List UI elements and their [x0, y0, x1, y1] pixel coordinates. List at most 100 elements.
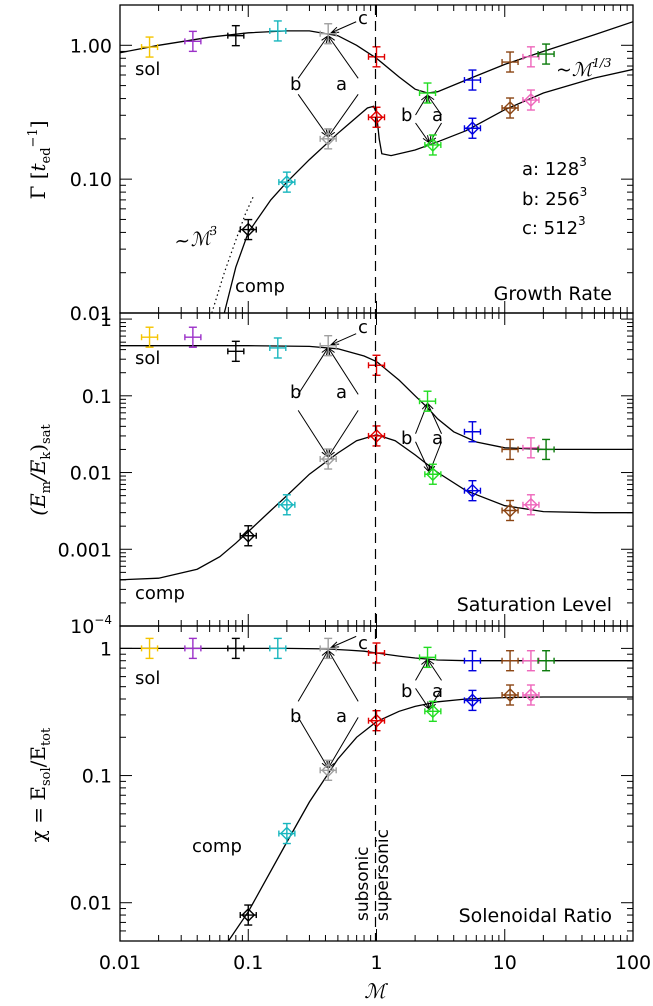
sol-point-growth-rate-6 [418, 82, 437, 104]
sol-point-growth-rate-8 [501, 51, 519, 73]
y-tick-label: 0.01 [70, 463, 112, 485]
y-axis-label-saturation: (Em/Ek)sat [26, 424, 54, 516]
scaling-label-m13: ~ℳ1/3 [556, 56, 612, 81]
comp-label-3: comp [192, 836, 242, 857]
mach-cubed-reference [211, 195, 255, 313]
y-axis-label-solenoidal: χ = Esol/Etot [26, 727, 54, 842]
y-tick-label: 0.1 [82, 386, 112, 408]
comp-point-growth-rate-6 [501, 97, 519, 119]
panel-label-saturation-level: Saturation Level [457, 594, 612, 616]
sol-point-growth-rate-1 [184, 30, 202, 53]
sol-point-saturation-9 [522, 437, 540, 459]
sol-point-solenoidal-7 [463, 650, 482, 672]
sol-point-saturation-7 [463, 421, 482, 443]
comp-point-solenoidal-7 [522, 684, 540, 706]
label-a-2: a [336, 382, 347, 403]
arrow-b-super-comp [415, 122, 431, 145]
arrow-b-sol [297, 34, 330, 79]
y-tick-label: 0.01 [70, 893, 112, 915]
y-tick-label: 0.01 [70, 303, 112, 325]
arrow-b-sol [297, 346, 329, 395]
comp-point-growth-rate-7 [522, 89, 540, 111]
comp-point-saturation-1 [278, 494, 296, 516]
comp-point-growth-rate-0 [239, 218, 257, 241]
supersonic-label: supersonic [373, 829, 393, 921]
comp-point-saturation-5 [463, 479, 482, 502]
sol-point-solenoidal-6 [418, 646, 437, 669]
panel-label-growth-rate: Growth Rate [494, 283, 612, 305]
label-a-3: a [336, 706, 347, 727]
label-c-3: c [358, 633, 368, 654]
y-tick-label: 1 [100, 638, 112, 660]
x-tick-label: 0.1 [233, 952, 263, 974]
sol-point-solenoidal-9 [522, 650, 540, 672]
arrow-c [329, 333, 357, 346]
sol-point-growth-rate-3 [269, 20, 287, 42]
comp-point-growth-rate-1 [278, 171, 296, 193]
sol-point-saturation-8 [501, 438, 519, 461]
label-a-1: a [336, 74, 347, 95]
resolution-arrows [297, 21, 442, 145]
comp-point-saturation-6 [501, 499, 519, 522]
comp-point-growth-rate-3 [367, 106, 386, 128]
comp-point-growth-rate-5 [463, 117, 482, 139]
comp-point-solenoidal-1 [278, 822, 296, 845]
comp-point-saturation-0 [239, 525, 257, 547]
arrow-a-sol [327, 649, 359, 702]
x-tick-label: 100 [615, 952, 651, 974]
sol-point-solenoidal-0 [140, 637, 159, 660]
sol-point-solenoidal-1 [184, 637, 202, 660]
sol-point-solenoidal-10 [537, 650, 555, 672]
comp-point-solenoidal-4 [424, 700, 442, 723]
sol-label-1: sol [135, 59, 160, 80]
arrow-b-super-sol [415, 401, 429, 434]
arrow-c [329, 635, 357, 648]
panel-label-solenoidal-ratio: Solenoidal Ratio [459, 905, 612, 927]
sol-point-saturation-5 [367, 354, 386, 376]
arrow-b-sol [297, 649, 329, 702]
comp-point-saturation-3 [367, 425, 386, 447]
sol-point-growth-rate-10 [537, 43, 555, 65]
solenoidal-ratio-panel: 0.010.11 0.01 0.1 1 10 100 Solenoidal Ratio … [26, 625, 651, 1003]
label-b2-3: b [401, 681, 412, 702]
comp-label-2: comp [135, 583, 185, 604]
resolution-b: b: 2563 [522, 185, 587, 210]
comp-point-saturation-7 [522, 494, 540, 516]
saturation-level-panel: 10−4 0.001 0.01 0.1 1 Saturation Level sol c… [26, 309, 634, 638]
label-a2-3: a [432, 681, 443, 702]
sol-point-growth-rate-4 [319, 23, 337, 45]
subsonic-label: subsonic [353, 846, 373, 921]
y-tick-label: 1.00 [70, 35, 112, 57]
sol-point-saturation-6 [418, 390, 437, 412]
comp-point-growth-rate-4 [424, 134, 442, 156]
y-axis-label-growth-rate: Γ [ted−1] [26, 120, 54, 199]
label-b-3: b [290, 706, 301, 727]
arrow-b-super-sol [415, 93, 429, 116]
sol-fit-curve [120, 345, 633, 451]
comp-fit-curve [120, 434, 633, 581]
y-tick-label: 0.1 [82, 766, 112, 788]
scaling-label-m3: ~ℳ3 [173, 223, 220, 252]
label-b2-2: b [401, 428, 412, 449]
label-b-2: b [290, 382, 301, 403]
resolution-legend: a: 1283 b: 2563 c: 5123 [522, 155, 587, 239]
arrow-b-super-sol [415, 658, 429, 681]
x-tick-label: 1 [370, 952, 382, 974]
sol-point-saturation-3 [269, 337, 287, 359]
x-tick-label: 0.01 [99, 952, 141, 974]
y-tick-label: 10−4 [70, 613, 112, 638]
sol-point-growth-rate-9 [522, 46, 540, 68]
arrow-a-sol [327, 34, 359, 79]
comp-point-saturation-4 [424, 463, 442, 485]
resolution-a: a: 1283 [522, 155, 587, 180]
comp-point-saturation-2 [319, 448, 337, 470]
arrow-b-comp [297, 717, 329, 770]
sol-point-solenoidal-2 [227, 637, 245, 660]
sol-point-saturation-0 [140, 326, 159, 348]
sol-point-solenoidal-5 [367, 642, 386, 664]
comp-label-1: comp [235, 276, 285, 297]
sol-point-saturation-2 [227, 340, 245, 363]
sol-point-solenoidal-3 [269, 637, 287, 660]
sol-point-growth-rate-5 [367, 46, 386, 68]
